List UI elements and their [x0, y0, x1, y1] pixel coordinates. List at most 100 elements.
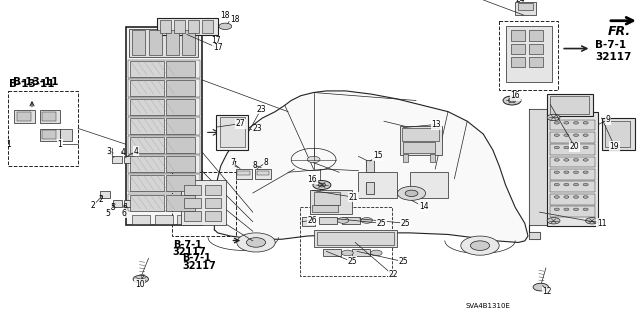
Text: 20: 20	[570, 142, 580, 151]
Circle shape	[586, 218, 598, 224]
Text: 25: 25	[398, 257, 408, 266]
Bar	[132, 30, 145, 55]
Bar	[128, 98, 200, 116]
Circle shape	[573, 122, 579, 124]
Text: 4: 4	[120, 148, 125, 157]
Bar	[128, 194, 200, 211]
Bar	[547, 94, 593, 116]
Circle shape	[564, 122, 569, 124]
Bar	[149, 30, 162, 55]
Text: 15: 15	[372, 151, 383, 160]
Bar	[300, 207, 392, 276]
Bar	[319, 217, 337, 224]
Bar	[132, 215, 150, 224]
Bar	[550, 132, 595, 143]
Text: 7: 7	[230, 158, 235, 167]
Text: 1: 1	[57, 140, 62, 149]
Text: 6: 6	[122, 209, 127, 218]
Bar	[112, 156, 122, 163]
Bar	[130, 61, 164, 77]
Bar	[130, 175, 164, 191]
Text: 27: 27	[236, 119, 246, 128]
Text: 32117: 32117	[173, 247, 207, 257]
Bar	[42, 130, 56, 139]
Bar	[302, 217, 315, 226]
Bar	[550, 120, 595, 130]
Bar	[60, 129, 72, 141]
Bar	[317, 232, 394, 245]
Circle shape	[237, 233, 275, 252]
Text: 21: 21	[349, 193, 358, 202]
Bar	[166, 156, 195, 172]
Bar	[17, 112, 31, 121]
Circle shape	[583, 146, 588, 149]
Text: 23: 23	[252, 124, 262, 133]
Text: B-7-1: B-7-1	[595, 40, 627, 50]
Circle shape	[583, 134, 588, 137]
Bar	[100, 191, 110, 198]
Text: 18: 18	[230, 15, 240, 25]
Bar	[515, 2, 536, 15]
Bar	[255, 169, 271, 179]
Bar	[216, 115, 248, 150]
Circle shape	[554, 183, 559, 186]
Text: 17: 17	[211, 36, 221, 45]
Bar	[128, 136, 200, 154]
Bar	[402, 128, 439, 141]
Circle shape	[547, 114, 560, 121]
Bar	[184, 211, 201, 221]
Circle shape	[342, 250, 353, 256]
Text: 5: 5	[105, 209, 110, 218]
Text: 9: 9	[605, 115, 611, 124]
Bar	[166, 30, 179, 55]
Bar	[155, 215, 173, 224]
Circle shape	[554, 146, 559, 149]
Text: 4: 4	[133, 147, 138, 156]
Polygon shape	[529, 109, 550, 239]
Bar	[128, 174, 200, 192]
Circle shape	[503, 96, 521, 105]
Text: 13: 13	[431, 120, 442, 129]
Bar	[202, 20, 213, 33]
Circle shape	[246, 238, 266, 247]
Bar	[403, 142, 435, 153]
Text: 26: 26	[307, 216, 317, 225]
Circle shape	[508, 99, 516, 102]
Circle shape	[573, 134, 579, 137]
Text: 19: 19	[609, 142, 620, 151]
Circle shape	[564, 208, 569, 211]
Text: 6: 6	[122, 204, 127, 212]
Bar	[529, 57, 543, 67]
Text: 11: 11	[597, 219, 606, 228]
Circle shape	[564, 146, 569, 149]
Bar	[529, 44, 543, 54]
Circle shape	[583, 183, 588, 186]
Circle shape	[554, 134, 559, 137]
Circle shape	[554, 171, 559, 174]
Text: B-7-1: B-7-1	[173, 240, 202, 250]
Bar	[323, 249, 341, 256]
Bar	[529, 30, 543, 41]
Text: 18: 18	[221, 11, 230, 20]
Bar	[124, 200, 134, 207]
Bar	[40, 129, 60, 141]
Circle shape	[313, 181, 331, 189]
Bar	[130, 80, 164, 96]
Bar	[130, 156, 164, 172]
Bar	[184, 185, 201, 195]
Bar	[166, 61, 195, 77]
Circle shape	[361, 218, 372, 223]
Bar	[237, 171, 250, 175]
Circle shape	[564, 159, 569, 161]
Text: 12: 12	[543, 287, 552, 296]
Bar	[506, 26, 552, 82]
Bar	[166, 137, 195, 153]
Bar	[430, 154, 435, 162]
Text: SVA4B1310E: SVA4B1310E	[466, 303, 511, 309]
Bar	[205, 211, 221, 221]
Bar	[130, 137, 164, 153]
Bar	[174, 20, 185, 33]
Circle shape	[318, 183, 326, 187]
Bar	[157, 18, 218, 35]
Bar	[352, 249, 370, 256]
